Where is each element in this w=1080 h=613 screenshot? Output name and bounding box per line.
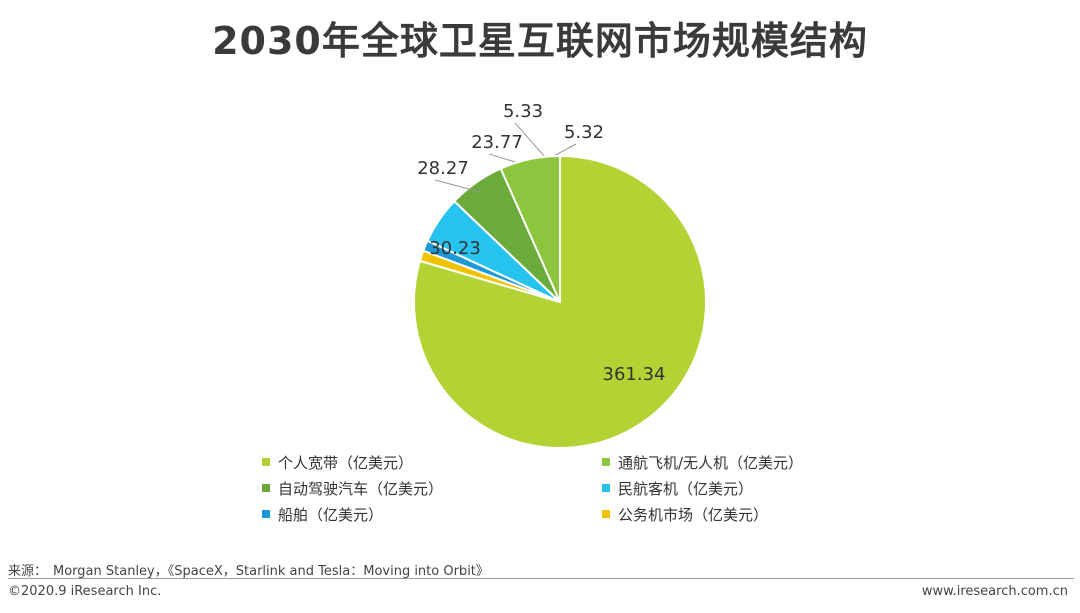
legend-item: 个人宽带（亿美元） xyxy=(262,452,602,472)
legend-item: 自动驾驶汽车（亿美元） xyxy=(262,478,602,498)
legend-item: 通航飞机/无人机（亿美元） xyxy=(602,452,862,472)
data-label: 23.77 xyxy=(471,132,523,153)
legend-label: 公务机市场（亿美元） xyxy=(618,505,769,524)
legend-swatch xyxy=(602,510,610,518)
footer-divider xyxy=(8,578,1074,579)
pie-slice xyxy=(499,154,561,303)
legend-item: 公务机市场（亿美元） xyxy=(602,504,862,524)
source-label: 来源： xyxy=(8,564,48,579)
legend: 个人宽带（亿美元） 通航飞机/无人机（亿美元） 自动驾驶汽车（亿美元） 民航客机… xyxy=(262,452,862,524)
chart-title: 2030年全球卫星互联网市场规模结构 xyxy=(212,19,868,63)
leader-line xyxy=(514,122,546,158)
legend-item: 民航客机（亿美元） xyxy=(602,478,862,498)
legend-label: 民航客机（亿美元） xyxy=(618,479,754,498)
legend-swatch xyxy=(602,484,610,492)
source-text: Morgan Stanley，《SpaceX，Starlink and Tesl… xyxy=(53,564,489,579)
legend-label: 通航飞机/无人机（亿美元） xyxy=(618,453,804,472)
leader-line xyxy=(551,143,577,158)
legend-swatch xyxy=(262,458,270,466)
legend-label: 自动驾驶汽车（亿美元） xyxy=(278,479,444,498)
leader-line xyxy=(434,179,481,193)
source-note: 来源： Morgan Stanley，《SpaceX，Starlink and T… xyxy=(8,560,495,579)
data-label: 28.27 xyxy=(417,158,469,179)
data-label: 361.34 xyxy=(603,364,666,385)
legend-label: 船舶（亿美元） xyxy=(278,505,384,524)
copyright: ©2020.9 iResearch Inc. xyxy=(8,584,162,599)
data-label: 5.33 xyxy=(503,101,543,122)
legend-swatch xyxy=(602,458,610,466)
legend-swatch xyxy=(262,510,270,518)
legend-label: 个人宽带（亿美元） xyxy=(278,453,414,472)
website: www.iresearch.com.cn xyxy=(921,584,1068,599)
data-label: 30.23 xyxy=(429,238,481,259)
data-label: 5.32 xyxy=(564,122,604,143)
legend-swatch xyxy=(262,484,270,492)
legend-item: 船舶（亿美元） xyxy=(262,504,602,524)
